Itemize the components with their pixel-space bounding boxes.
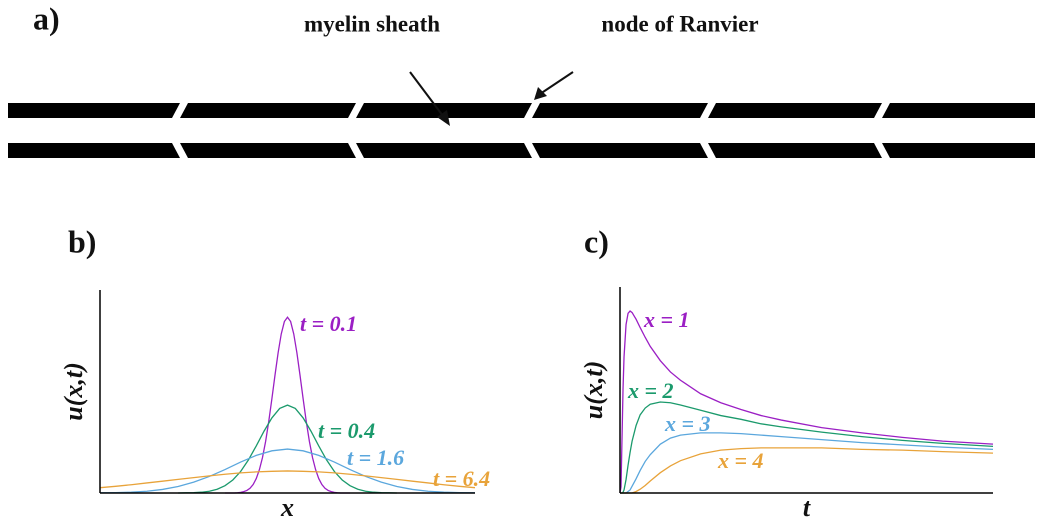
series-label: x = 1 bbox=[643, 307, 690, 332]
series-label: x = 3 bbox=[664, 411, 711, 436]
series-label: t = 0.1 bbox=[300, 311, 357, 336]
x-axis-label: t bbox=[803, 493, 811, 522]
panel-label: b) bbox=[68, 223, 96, 259]
axon-diagram bbox=[8, 103, 1035, 158]
panel-label: a) bbox=[33, 0, 60, 36]
arrows bbox=[409, 71, 574, 126]
y-axis-label: u(x,t) bbox=[579, 361, 608, 420]
series-label: t = 0.4 bbox=[318, 418, 375, 443]
data-line bbox=[178, 404, 397, 494]
annotation: node of Ranvier bbox=[601, 11, 758, 36]
x-axis-label: x bbox=[280, 493, 294, 522]
y-axis-label: u(x,t) bbox=[59, 362, 88, 421]
data-line bbox=[225, 316, 350, 494]
series-label: t = 1.6 bbox=[347, 445, 404, 470]
data-line bbox=[99, 448, 476, 494]
data-line bbox=[620, 447, 994, 494]
data-line bbox=[619, 310, 994, 494]
series-label: t = 6.4 bbox=[433, 466, 490, 491]
panel-label: c) bbox=[584, 223, 609, 259]
data-line bbox=[620, 401, 994, 494]
annotation: myelin sheath bbox=[304, 11, 440, 36]
series-label: x = 2 bbox=[627, 378, 674, 403]
data-line bbox=[99, 470, 476, 489]
series-label: x = 4 bbox=[717, 448, 764, 473]
